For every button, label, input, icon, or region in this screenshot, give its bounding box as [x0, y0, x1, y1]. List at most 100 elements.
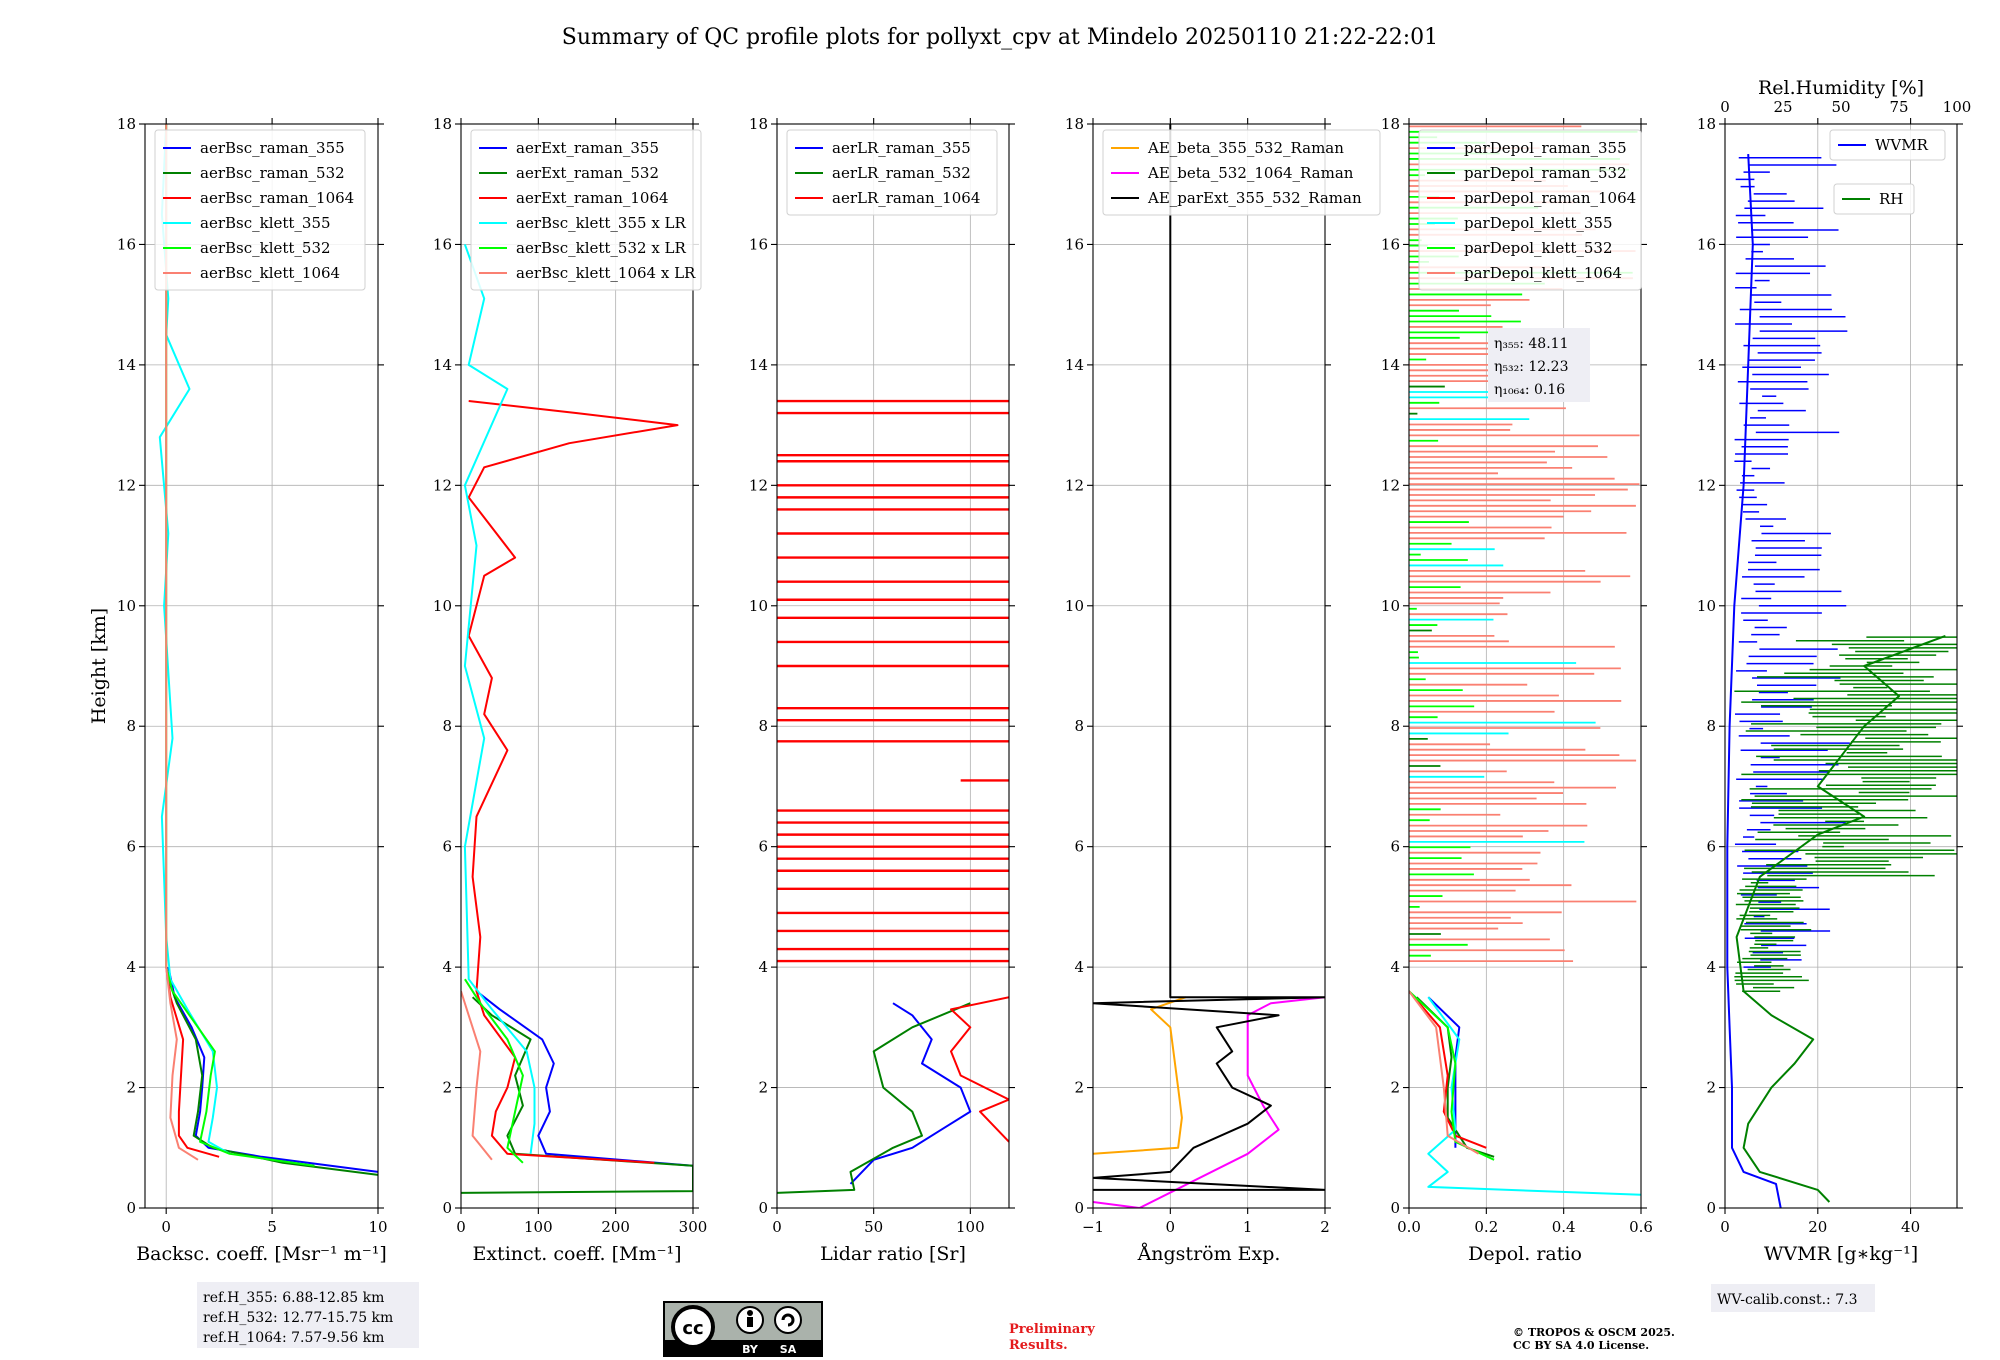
copyright-line-1: © TROPOS & OSCM 2025.	[1513, 1326, 1675, 1339]
y-tick-label: 6	[1390, 838, 1400, 856]
x-tick-label: 5	[267, 1218, 277, 1236]
y-tick-label: 10	[1065, 597, 1084, 615]
legend-entry: aerExt_raman_1064	[516, 189, 669, 207]
series-aerBsc_raman_1064	[165, 966, 220, 1158]
series-aerBsc_klett_1064 x LR	[461, 990, 493, 1161]
wv-calib-label: WV-calib.const.: 7.3	[1717, 1292, 1857, 1308]
axes-frame	[460, 123, 694, 1209]
panel-ext: 0 2 4 6 8 10 12 14 16 18 0 100 200 300 Extinct. coeff.…	[433, 115, 707, 1265]
y-tick-label: 4	[1074, 958, 1084, 976]
rh-tick-label: 25	[1773, 98, 1792, 116]
y-tick-label: 6	[1706, 838, 1716, 856]
legend-box	[1418, 129, 1642, 291]
legend-entry: aerBsc_raman_1064	[200, 189, 354, 207]
y-tick-label: 12	[117, 476, 136, 494]
eta-355-value: : 48.11	[1519, 336, 1568, 352]
rh-tick-label: 100	[1943, 98, 1972, 116]
y-tick-label: 10	[749, 597, 768, 615]
y-tick-label: 14	[433, 356, 452, 374]
y-tick-label: 10	[117, 597, 136, 615]
x-tick-label: 2	[1320, 1218, 1330, 1236]
svg-text:cc: cc	[682, 1318, 703, 1339]
y-tick-label: 14	[117, 356, 136, 374]
y-tick-label: 10	[1381, 597, 1400, 615]
panel-lr: 0 2 4 6 8 10 12 14 16 18 0 50 100 Lidar ratio [Sr] aer…	[749, 115, 1015, 1265]
y-tick-label: 14	[749, 356, 768, 374]
y-tick-label: 4	[758, 958, 768, 976]
y-tick-label: 16	[1065, 235, 1084, 253]
axes-frame	[1092, 123, 1326, 1209]
x-tick-label: 40	[1901, 1218, 1920, 1236]
legend-entry: AE_beta_532_1064_Raman	[1147, 164, 1354, 182]
legend-entry: aerLR_raman_355	[832, 139, 971, 157]
figure-title: Summary of QC profile plots for pollyxt_…	[562, 25, 1438, 50]
y-tick-label: 12	[749, 476, 768, 494]
legend-entry: aerBsc_klett_355 x LR	[516, 214, 687, 232]
legend-box	[154, 129, 366, 291]
y-tick-label: 16	[433, 235, 452, 253]
x-tick-label: 0.0	[1397, 1218, 1421, 1236]
wv-calib-box: WV-calib.const.: 7.3	[1711, 1284, 1875, 1312]
rh-axis-label: Rel.Humidity [%]	[1758, 77, 1924, 99]
y-tick-label: 2	[1706, 1079, 1716, 1097]
cc-sa-label: SA	[780, 1343, 797, 1356]
x-tick-label: 0	[1720, 1218, 1730, 1236]
x-tick-label: 0	[456, 1218, 466, 1236]
y-tick-label: 4	[442, 958, 452, 976]
y-tick-label: 4	[1706, 958, 1716, 976]
y-tick-label: 12	[1065, 476, 1084, 494]
y-tick-label: 8	[758, 717, 768, 735]
legend-entry: AE_beta_355_532_Raman	[1147, 139, 1344, 157]
x-tick-label: 0	[1166, 1218, 1176, 1236]
legend-entry: parDepol_klett_1064	[1464, 264, 1622, 282]
y-tick-label: 0	[442, 1199, 452, 1217]
axes-frame	[1724, 123, 1958, 1209]
series-aerLR_raman_532	[777, 1002, 971, 1194]
y-tick-label: 6	[1074, 838, 1084, 856]
x-tick-label: 0.4	[1552, 1218, 1576, 1236]
y-tick-label: 18	[749, 115, 768, 133]
x-tick-label: 20	[1808, 1218, 1827, 1236]
cc-by-label: BY	[742, 1343, 759, 1356]
y-tick-label: 8	[1390, 717, 1400, 735]
rh-legend-box	[1833, 183, 1915, 215]
y-tick-label: 0	[1706, 1199, 1716, 1217]
y-tick-label: 8	[126, 717, 136, 735]
series-aerLR_raman_355	[849, 1002, 972, 1185]
series-aerExt_raman_1064	[467, 400, 679, 1164]
legend-entry: aerBsc_klett_532	[200, 239, 331, 257]
series-aerBsc_klett_355 x LR	[463, 244, 536, 1154]
x-tick-label: 300	[679, 1218, 708, 1236]
x-axis-label: Lidar ratio [Sr]	[820, 1243, 966, 1265]
legend-box	[470, 129, 702, 291]
legend-rh: RH	[1879, 190, 1903, 208]
y-tick-label: 0	[1074, 1199, 1084, 1217]
series-aerBsc_raman_532	[167, 978, 378, 1176]
legend-entry: parDepol_raman_355	[1464, 139, 1627, 157]
eta-532-label: η₅₃₂	[1494, 359, 1519, 375]
sa-share-icon	[774, 1306, 802, 1334]
svg-text:η₃₅₅: 48.11: η₃₅₅: 48.11	[1494, 336, 1568, 352]
y-tick-label: 16	[749, 235, 768, 253]
y-tick-label: 2	[758, 1079, 768, 1097]
y-tick-label: 14	[1697, 356, 1716, 374]
x-axis-label: Ångström Exp.	[1137, 1243, 1281, 1265]
series-AE_beta_355_532_Raman	[1093, 996, 1187, 1155]
series-aerExt_raman_532	[461, 996, 693, 1194]
x-tick-label: 0.6	[1629, 1218, 1653, 1236]
svg-text:η₅₃₂: 12.23: η₅₃₂: 12.23	[1494, 359, 1568, 375]
ref-height-1064: ref.H_1064: 7.57-9.56 km	[203, 1330, 384, 1346]
x-axis-label: Extinct. coeff. [Mm⁻¹]	[472, 1243, 681, 1265]
cc-icon	[671, 1305, 715, 1349]
x-tick-label: 0	[161, 1218, 171, 1236]
x-tick-label: 0	[772, 1218, 782, 1236]
x-axis-label: WVMR [g∗kg⁻¹]	[1764, 1243, 1918, 1265]
y-tick-label: 18	[433, 115, 452, 133]
series-WVMR	[1726, 154, 1782, 1208]
y-tick-label: 8	[442, 717, 452, 735]
y-tick-label: 0	[758, 1199, 768, 1217]
y-tick-label: 12	[1381, 476, 1400, 494]
legend-entry: parDepol_klett_355	[1464, 214, 1613, 232]
legend-entry: aerBsc_raman_532	[200, 164, 345, 182]
legend-box	[1102, 129, 1381, 216]
